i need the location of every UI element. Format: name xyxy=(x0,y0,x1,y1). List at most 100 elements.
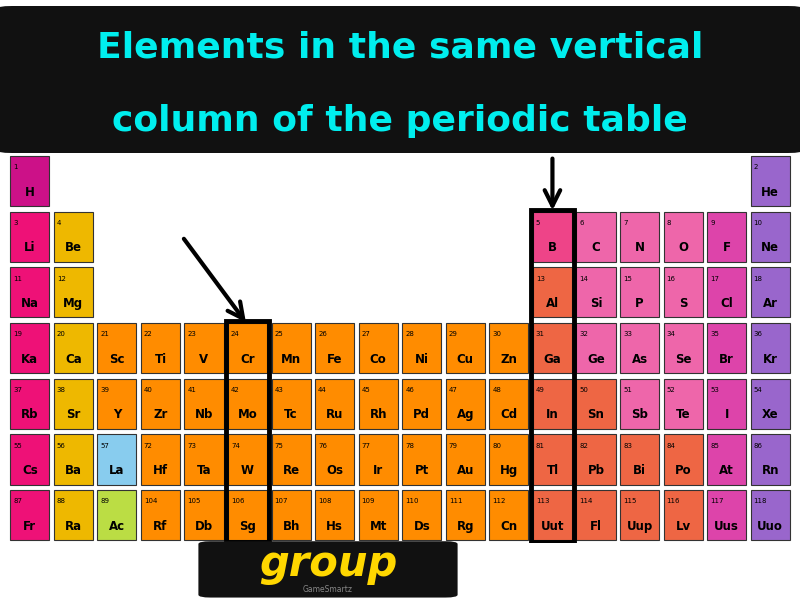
Text: Uup: Uup xyxy=(626,520,653,533)
Bar xyxy=(446,323,485,373)
Text: 42: 42 xyxy=(231,387,240,393)
Text: Re: Re xyxy=(282,464,300,477)
Text: 76: 76 xyxy=(318,443,327,449)
Text: 114: 114 xyxy=(579,499,593,505)
Text: column of the periodic table: column of the periodic table xyxy=(112,104,688,137)
Text: 106: 106 xyxy=(231,499,245,505)
Text: 113: 113 xyxy=(536,499,550,505)
Bar xyxy=(576,323,616,373)
Text: 86: 86 xyxy=(754,443,762,449)
Text: 118: 118 xyxy=(754,499,767,505)
Text: 53: 53 xyxy=(710,387,719,393)
Bar xyxy=(576,267,616,317)
Text: 46: 46 xyxy=(406,387,414,393)
Text: 51: 51 xyxy=(623,387,632,393)
Bar xyxy=(54,379,93,429)
Bar xyxy=(620,267,659,317)
Text: Zr: Zr xyxy=(154,409,168,421)
Text: Te: Te xyxy=(676,409,690,421)
Text: Y: Y xyxy=(113,409,121,421)
Text: 23: 23 xyxy=(187,331,196,337)
Bar xyxy=(620,379,659,429)
Bar xyxy=(663,379,702,429)
Text: 16: 16 xyxy=(666,275,675,281)
Bar xyxy=(228,379,267,429)
Bar xyxy=(10,156,50,206)
Bar xyxy=(576,379,616,429)
Bar xyxy=(533,267,572,317)
Bar xyxy=(750,379,790,429)
Text: H: H xyxy=(25,185,34,199)
Bar xyxy=(750,156,790,206)
Text: Ge: Ge xyxy=(587,353,605,365)
Text: Uuo: Uuo xyxy=(758,520,783,533)
Bar xyxy=(184,490,224,540)
Text: 105: 105 xyxy=(187,499,201,505)
Bar xyxy=(620,211,659,262)
Text: 24: 24 xyxy=(231,331,240,337)
Text: Ba: Ba xyxy=(65,464,82,477)
Text: 109: 109 xyxy=(362,499,375,505)
Text: Ar: Ar xyxy=(762,297,778,310)
Text: Pt: Pt xyxy=(414,464,429,477)
Text: 34: 34 xyxy=(666,331,675,337)
Text: Bh: Bh xyxy=(282,520,300,533)
Text: Cs: Cs xyxy=(22,464,38,477)
Text: N: N xyxy=(634,241,645,254)
Text: Tc: Tc xyxy=(284,409,298,421)
Text: La: La xyxy=(109,464,125,477)
Bar xyxy=(141,490,180,540)
Text: Sb: Sb xyxy=(631,409,648,421)
Bar xyxy=(707,434,746,485)
Bar xyxy=(98,323,137,373)
Text: Db: Db xyxy=(195,520,213,533)
Text: 7: 7 xyxy=(623,220,627,226)
Text: 30: 30 xyxy=(492,331,502,337)
Text: Zn: Zn xyxy=(501,353,518,365)
Text: Au: Au xyxy=(457,464,474,477)
Text: 17: 17 xyxy=(710,275,719,281)
Bar xyxy=(663,323,702,373)
Text: 3: 3 xyxy=(14,220,18,226)
Text: Ta: Ta xyxy=(197,464,211,477)
Text: Cn: Cn xyxy=(500,520,518,533)
Text: 89: 89 xyxy=(100,499,110,505)
Bar xyxy=(141,323,180,373)
Bar xyxy=(54,323,93,373)
Bar xyxy=(620,490,659,540)
Bar xyxy=(750,490,790,540)
Text: 56: 56 xyxy=(57,443,66,449)
Text: Cd: Cd xyxy=(500,409,518,421)
Text: Uus: Uus xyxy=(714,520,739,533)
Bar xyxy=(402,434,442,485)
Text: 5: 5 xyxy=(536,220,540,226)
Text: 48: 48 xyxy=(492,387,502,393)
Bar xyxy=(54,211,93,262)
Text: 54: 54 xyxy=(754,387,762,393)
Text: Ni: Ni xyxy=(414,353,429,365)
Text: P: P xyxy=(635,297,644,310)
Text: 84: 84 xyxy=(666,443,675,449)
Bar xyxy=(707,323,746,373)
Text: Cr: Cr xyxy=(240,353,255,365)
Text: 35: 35 xyxy=(710,331,719,337)
Bar xyxy=(531,209,574,542)
Text: 43: 43 xyxy=(274,387,283,393)
Bar xyxy=(315,323,354,373)
Text: GameSmartz: GameSmartz xyxy=(303,586,353,595)
Text: Ru: Ru xyxy=(326,409,343,421)
Text: B: B xyxy=(548,241,557,254)
Text: Sc: Sc xyxy=(109,353,125,365)
Text: 11: 11 xyxy=(14,275,22,281)
Bar xyxy=(576,211,616,262)
Text: 29: 29 xyxy=(449,331,458,337)
Text: 112: 112 xyxy=(492,499,506,505)
Text: 79: 79 xyxy=(449,443,458,449)
Text: Tl: Tl xyxy=(546,464,558,477)
Text: 13: 13 xyxy=(536,275,545,281)
Text: 108: 108 xyxy=(318,499,332,505)
Text: Na: Na xyxy=(21,297,38,310)
Text: Ne: Ne xyxy=(762,241,779,254)
Text: 80: 80 xyxy=(492,443,502,449)
Text: 55: 55 xyxy=(14,443,22,449)
